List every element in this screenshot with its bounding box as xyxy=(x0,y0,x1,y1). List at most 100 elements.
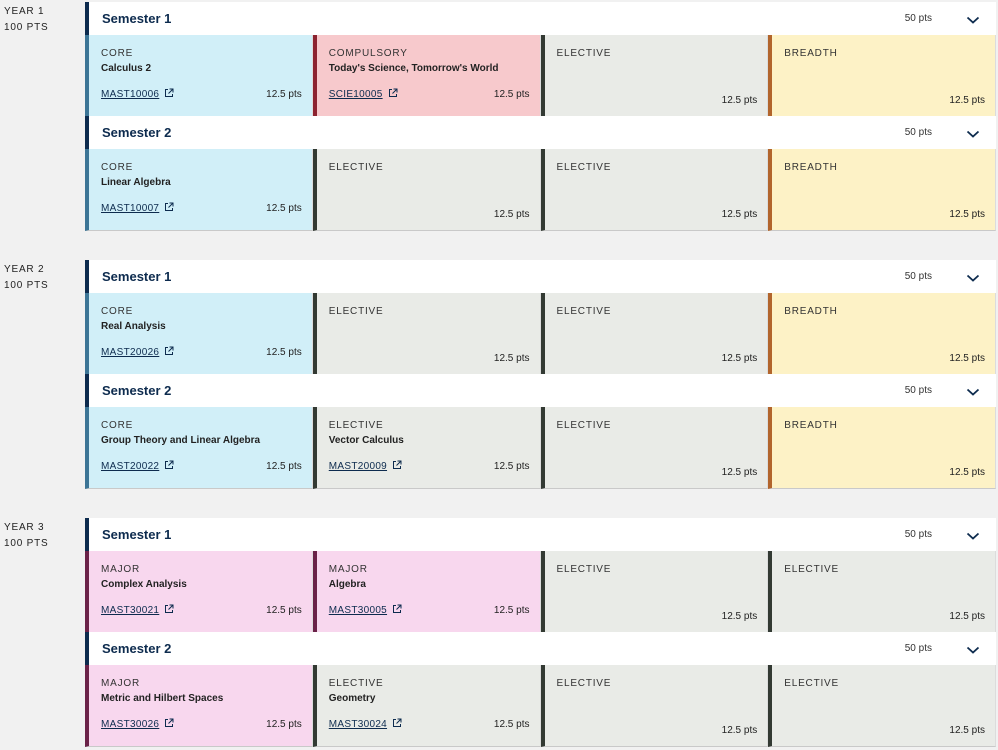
subject-card-breadth[interactable]: BREADTH 12.5 pts xyxy=(768,35,996,117)
year-title: YEAR 3 xyxy=(4,522,45,533)
subject-code-link[interactable]: MAST30026 xyxy=(101,718,174,730)
subject-points: 12.5 pts xyxy=(721,209,758,220)
subject-row: CORE Real Analysis MAST20026 12.5 pts ELECTI… xyxy=(85,293,996,375)
semester-points: 50 pts xyxy=(904,643,932,654)
subject-points: 12.5 pts xyxy=(493,719,530,730)
subject-card-major[interactable]: MAJOR Metric and Hilbert Spaces MAST30026 1… xyxy=(85,665,313,747)
subject-card-elective[interactable]: ELECTIVE Vector Calculus MAST20009 12.5 pts xyxy=(312,407,541,489)
chevron-down-icon[interactable] xyxy=(966,126,980,138)
subject-card-elective[interactable]: ELECTIVE 12.5 pts xyxy=(312,149,541,231)
subject-points: 12.5 pts xyxy=(266,605,302,616)
subject-card-elective[interactable]: ELECTIVE 12.5 pts xyxy=(540,407,769,489)
subject-card-elective[interactable]: ELECTIVE 12.5 pts xyxy=(540,551,769,633)
subject-points: 12.5 pts xyxy=(721,353,758,364)
semester-header[interactable]: Semester 2 50 pts xyxy=(85,116,996,149)
semester-header[interactable]: Semester 1 50 pts xyxy=(85,518,996,551)
year-title: YEAR 2 xyxy=(4,264,45,275)
subject-code-link[interactable]: MAST20026 xyxy=(101,346,174,358)
subject-type: ELECTIVE xyxy=(328,162,384,173)
subject-card-elective[interactable]: ELECTIVE 12.5 pts xyxy=(312,293,541,375)
subject-card-core[interactable]: CORE Group Theory and Linear Algebra MAST2… xyxy=(85,407,313,489)
chevron-down-icon[interactable] xyxy=(966,528,980,540)
chevron-down-icon[interactable] xyxy=(966,384,980,396)
semester-header[interactable]: Semester 2 50 pts xyxy=(85,632,996,665)
subject-card-breadth[interactable]: BREADTH 12.5 pts xyxy=(768,407,996,489)
subject-type: CORE xyxy=(101,162,134,173)
subject-card-elective[interactable]: ELECTIVE 12.5 pts xyxy=(540,35,769,117)
subject-code-link[interactable]: MAST20009 xyxy=(329,460,402,472)
subject-card-elective[interactable]: ELECTIVE 12.5 pts xyxy=(540,293,769,375)
subject-type: BREADTH xyxy=(784,48,838,59)
external-link-icon xyxy=(159,718,174,730)
chevron-down-icon[interactable] xyxy=(966,12,980,24)
subject-card-major[interactable]: MAJOR Complex Analysis MAST30021 12.5 pts xyxy=(85,551,313,633)
subject-card-breadth[interactable]: BREADTH 12.5 pts xyxy=(768,293,996,375)
subject-card-breadth[interactable]: BREADTH 12.5 pts xyxy=(768,149,996,231)
subject-code-link[interactable]: MAST30024 xyxy=(329,718,402,730)
subject-points: 12.5 pts xyxy=(266,347,302,358)
external-link-icon xyxy=(159,460,174,472)
subject-code-link[interactable]: MAST30021 xyxy=(101,604,174,616)
subject-card-elective[interactable]: ELECTIVE 12.5 pts xyxy=(540,149,769,231)
semester-panel: Semester 2 50 pts CORE Linear Algebra MAST10… xyxy=(85,116,996,231)
subject-type: ELECTIVE xyxy=(556,48,612,59)
subject-points: 12.5 pts xyxy=(493,461,530,472)
subject-type: ELECTIVE xyxy=(328,420,384,431)
subject-points: 12.5 pts xyxy=(721,611,758,622)
chevron-down-icon[interactable] xyxy=(966,270,980,282)
subject-code-link[interactable]: MAST20022 xyxy=(101,460,174,472)
subject-code-link[interactable]: MAST10006 xyxy=(101,88,174,100)
subject-points: 12.5 pts xyxy=(493,605,530,616)
external-link-icon xyxy=(387,718,402,730)
subject-points: 12.5 pts xyxy=(266,461,302,472)
semester-panel: Semester 1 50 pts CORE Calculus 2 MAST10006 1… xyxy=(85,2,996,117)
subject-row: CORE Group Theory and Linear Algebra MAST2… xyxy=(85,407,996,489)
external-link-icon xyxy=(159,346,174,358)
semester-header[interactable]: Semester 1 50 pts xyxy=(85,260,996,293)
subject-card-elective[interactable]: ELECTIVE 12.5 pts xyxy=(768,551,996,633)
subject-points: 12.5 pts xyxy=(949,725,985,736)
year-label: YEAR 3 100 PTS xyxy=(4,520,49,552)
subject-code: MAST30021 xyxy=(101,605,160,616)
external-link-icon xyxy=(159,88,174,100)
subject-points: 12.5 pts xyxy=(721,467,758,478)
subject-type: ELECTIVE xyxy=(556,306,612,317)
subject-card-core[interactable]: CORE Linear Algebra MAST10007 12.5 pts xyxy=(85,149,313,231)
subject-code-link[interactable]: SCIE10005 xyxy=(329,88,398,100)
subject-type: ELECTIVE xyxy=(556,564,612,575)
subject-card-elective[interactable]: ELECTIVE Geometry MAST30024 12.5 pts xyxy=(312,665,541,747)
subject-name: Calculus 2 xyxy=(101,63,152,74)
semester-header[interactable]: Semester 2 50 pts xyxy=(85,374,996,407)
subject-type: MAJOR xyxy=(101,564,140,575)
subject-card-elective[interactable]: ELECTIVE 12.5 pts xyxy=(540,665,769,747)
subject-card-elective[interactable]: ELECTIVE 12.5 pts xyxy=(768,665,996,747)
semester-title: Semester 1 xyxy=(102,11,172,26)
year-points: 100 PTS xyxy=(4,538,49,549)
subject-points: 12.5 pts xyxy=(721,95,758,106)
subject-code: MAST10007 xyxy=(101,203,160,214)
subject-points: 12.5 pts xyxy=(949,611,985,622)
year-points: 100 PTS xyxy=(4,280,49,291)
subject-type: ELECTIVE xyxy=(328,306,384,317)
external-link-icon xyxy=(159,604,174,616)
semester-points: 50 pts xyxy=(904,127,932,138)
subject-name: Complex Analysis xyxy=(101,579,187,590)
subject-code-link[interactable]: MAST10007 xyxy=(101,202,174,214)
semester-panel: Semester 1 50 pts MAJOR Complex Analysis MAS… xyxy=(85,518,996,633)
subject-card-core[interactable]: CORE Calculus 2 MAST10006 12.5 pts xyxy=(85,35,313,117)
subject-points: 12.5 pts xyxy=(266,719,302,730)
subject-row: CORE Calculus 2 MAST10006 12.5 pts COMPULSOR… xyxy=(85,35,996,117)
subject-code-link[interactable]: MAST30005 xyxy=(329,604,402,616)
subject-name: Real Analysis xyxy=(101,321,166,332)
subject-points: 12.5 pts xyxy=(493,353,530,364)
chevron-down-icon[interactable] xyxy=(966,642,980,654)
subject-code: MAST20022 xyxy=(101,461,160,472)
semester-panel: Semester 2 50 pts MAJOR Metric and Hilbert … xyxy=(85,632,996,747)
subject-card-core[interactable]: CORE Real Analysis MAST20026 12.5 pts xyxy=(85,293,313,375)
semester-title: Semester 1 xyxy=(102,527,172,542)
subject-card-compulsory[interactable]: COMPULSORY Today's Science, Tomorrow's Wo… xyxy=(312,35,541,117)
semester-header[interactable]: Semester 1 50 pts xyxy=(85,2,996,35)
external-link-icon xyxy=(387,460,402,472)
subject-card-major[interactable]: MAJOR Algebra MAST30005 12.5 pts xyxy=(312,551,541,633)
subject-type: ELECTIVE xyxy=(556,420,612,431)
